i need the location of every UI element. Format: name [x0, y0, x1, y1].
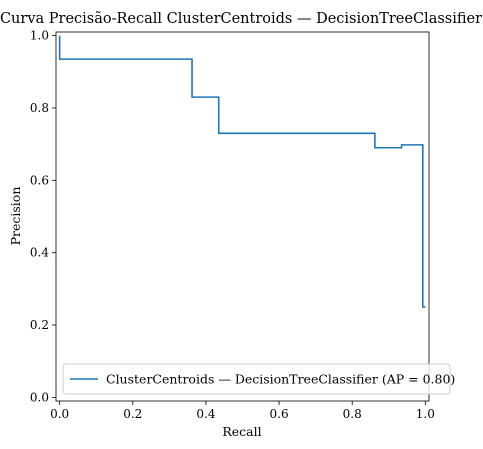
plot-frame	[56, 32, 429, 401]
y-axis-label: Precision	[8, 187, 23, 246]
x-tick-label: 1.0	[416, 407, 435, 421]
y-tick-label: 1.0	[30, 29, 49, 43]
pr-curve-series-line	[58, 35, 426, 308]
x-tick-label: 0.0	[50, 407, 69, 421]
x-tick-label: 0.4	[196, 407, 215, 421]
legend: ClusterCentroids — DecisionTreeClassifie…	[62, 363, 455, 395]
legend-entry: ClusterCentroids — DecisionTreeClassifie…	[106, 372, 455, 387]
x-tick-label: 0.2	[123, 407, 142, 421]
y-tick-label: 0.2	[30, 318, 49, 332]
y-tick-label: 0.0	[30, 390, 49, 404]
legend-box	[62, 363, 451, 395]
x-axis-ticks: 0.0 0.2 0.4 0.6 0.8 1.0	[50, 401, 435, 421]
x-tick-label: 0.8	[343, 407, 362, 421]
x-tick-label: 0.6	[270, 407, 289, 421]
x-axis-label: Recall	[222, 424, 261, 439]
plot-area: 0.0 0.2 0.4 0.6 0.8 1.0 0.0 0.2 0.4 0.6 0.8 1.0	[30, 29, 435, 421]
chart-title: Curva Precisão-Recall ClusterCentroids —…	[0, 11, 482, 27]
y-tick-label: 0.8	[30, 101, 49, 115]
y-tick-label: 0.4	[30, 246, 49, 260]
y-axis-ticks: 0.0 0.2 0.4 0.6 0.8 1.0	[30, 29, 56, 404]
plot-border	[55, 31, 430, 402]
y-tick-label: 0.6	[30, 173, 49, 187]
series-layer	[58, 35, 426, 308]
